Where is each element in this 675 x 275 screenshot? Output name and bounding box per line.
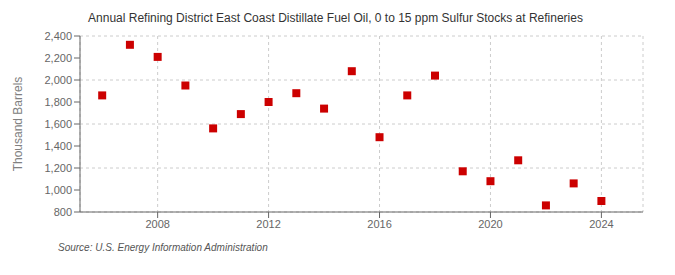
- svg-text:Thousand Barrels: Thousand Barrels: [11, 77, 25, 172]
- svg-text:1,600: 1,600: [44, 118, 72, 130]
- svg-text:2020: 2020: [478, 218, 502, 230]
- svg-text:1,000: 1,000: [44, 184, 72, 196]
- svg-text:2,400: 2,400: [44, 30, 72, 42]
- svg-text:2016: 2016: [367, 218, 391, 230]
- html-text:Annual Refining District East: Annual Refining District East Coast Dist…: [88, 11, 583, 25]
- svg-text:1,800: 1,800: [44, 96, 72, 108]
- svg-text:2,200: 2,200: [44, 52, 72, 64]
- svg-text:2,000: 2,000: [44, 74, 72, 86]
- svg-text:2008: 2008: [145, 218, 169, 230]
- html-text:Source: U.S. Energy Informatio: Source: U.S. Energy Information Administ…: [58, 242, 268, 253]
- svg-text:1,200: 1,200: [44, 162, 72, 174]
- svg-text:800: 800: [54, 206, 72, 218]
- svg-text:2012: 2012: [256, 218, 280, 230]
- svg-text:1,400: 1,400: [44, 140, 72, 152]
- svg-text:2024: 2024: [589, 218, 613, 230]
